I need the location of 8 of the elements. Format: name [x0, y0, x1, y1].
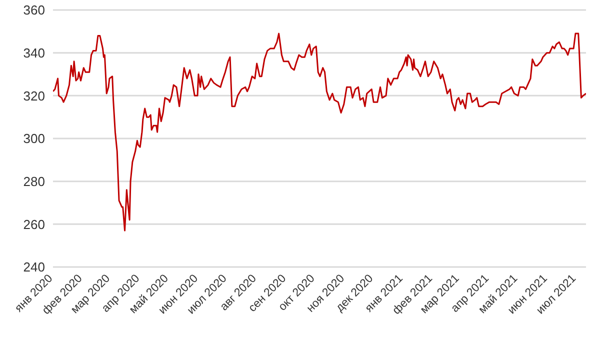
- y-tick-label: 300: [23, 131, 45, 146]
- line-series: [53, 32, 586, 232]
- y-tick-label: 280: [23, 174, 45, 189]
- y-tick-label: 260: [23, 216, 45, 232]
- y-tick-label: 240: [23, 260, 45, 275]
- y-tick-label: 360: [23, 2, 45, 18]
- y-tick-label: 340: [23, 45, 45, 60]
- y-tick-label: 320: [23, 88, 45, 104]
